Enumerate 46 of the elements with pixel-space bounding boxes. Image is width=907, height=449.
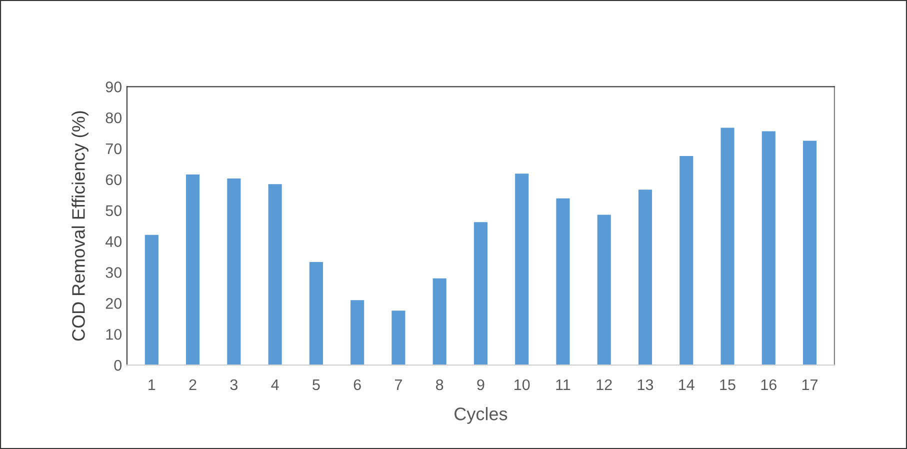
y-tick-label: 80 (106, 112, 122, 124)
bar (556, 198, 570, 366)
x-tick-label: 15 (720, 379, 736, 390)
x-tick-label: 1 (148, 379, 156, 390)
x-tick-label: 9 (477, 379, 484, 390)
bar (227, 178, 241, 366)
x-tick-label: 5 (312, 379, 320, 390)
y-tick-label: 40 (105, 236, 122, 247)
y-tick-label: 0 (114, 360, 122, 371)
bar (432, 278, 446, 366)
bar (309, 262, 323, 366)
x-tick-label: 7 (394, 379, 402, 390)
x-tick-label: 6 (354, 379, 361, 390)
x-axis-title: Cycles (454, 407, 508, 424)
bar (762, 131, 776, 366)
x-tick-label: 13 (638, 379, 654, 390)
x-tick-label: 11 (556, 379, 570, 390)
bar (350, 300, 364, 366)
x-tick-label: 3 (230, 379, 238, 390)
y-tick-label: 60 (106, 174, 122, 186)
y-tick-label: 20 (106, 298, 122, 309)
y-tick-label: 10 (106, 328, 122, 340)
y-tick-label: 90 (106, 82, 122, 92)
x-tick-label: 10 (514, 379, 530, 390)
bar (268, 184, 282, 366)
x-tick-label: 2 (189, 379, 196, 390)
x-tick-label: 8 (436, 379, 444, 390)
bar (474, 222, 488, 366)
bar (392, 310, 406, 366)
x-tick-label: 17 (802, 379, 818, 390)
bar (802, 140, 817, 366)
bar (144, 234, 158, 366)
bar (638, 190, 652, 366)
bar (515, 174, 529, 366)
bar (680, 156, 694, 366)
x-tick-label: 16 (761, 379, 776, 390)
y-tick-label: 30 (106, 267, 122, 278)
bar (186, 174, 200, 366)
x-tick-label: 4 (271, 379, 279, 390)
x-tick-label: 12 (596, 379, 612, 390)
y-axis-title: COD Removal Efficiency (%) (72, 111, 88, 341)
bar (720, 128, 734, 366)
y-tick-label: 70 (106, 143, 122, 154)
y-tick-label: 50 (106, 205, 122, 216)
bar (597, 214, 611, 366)
x-tick-label: 14 (679, 379, 694, 390)
